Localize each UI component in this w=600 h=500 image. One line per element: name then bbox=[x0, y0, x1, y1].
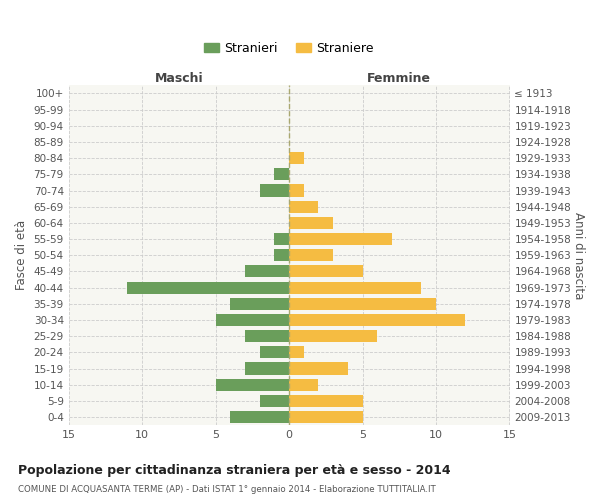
Text: COMUNE DI ACQUASANTA TERME (AP) - Dati ISTAT 1° gennaio 2014 - Elaborazione TUTT: COMUNE DI ACQUASANTA TERME (AP) - Dati I… bbox=[18, 485, 436, 494]
Bar bbox=[289, 362, 348, 374]
Bar bbox=[230, 411, 289, 423]
Text: Femmine: Femmine bbox=[367, 72, 431, 86]
Bar bbox=[245, 330, 289, 342]
Bar bbox=[289, 330, 377, 342]
Bar bbox=[289, 298, 436, 310]
Bar bbox=[289, 152, 304, 164]
Text: Maschi: Maschi bbox=[155, 72, 203, 86]
Bar bbox=[289, 217, 333, 229]
Bar bbox=[289, 200, 319, 213]
Bar bbox=[215, 378, 289, 391]
Bar bbox=[289, 266, 362, 278]
Legend: Stranieri, Straniere: Stranieri, Straniere bbox=[199, 37, 379, 60]
Bar bbox=[289, 282, 421, 294]
Bar bbox=[260, 184, 289, 196]
Y-axis label: Anni di nascita: Anni di nascita bbox=[572, 212, 585, 299]
Bar bbox=[289, 314, 466, 326]
Bar bbox=[289, 346, 304, 358]
Bar bbox=[289, 395, 362, 407]
Bar bbox=[245, 266, 289, 278]
Y-axis label: Fasce di età: Fasce di età bbox=[15, 220, 28, 290]
Bar bbox=[289, 378, 319, 391]
Bar bbox=[289, 233, 392, 245]
Bar bbox=[127, 282, 289, 294]
Bar bbox=[274, 233, 289, 245]
Bar bbox=[289, 249, 333, 262]
Bar bbox=[274, 168, 289, 180]
Bar bbox=[260, 395, 289, 407]
Bar bbox=[215, 314, 289, 326]
Bar bbox=[245, 362, 289, 374]
Bar bbox=[260, 346, 289, 358]
Bar bbox=[289, 411, 362, 423]
Bar bbox=[230, 298, 289, 310]
Bar bbox=[274, 249, 289, 262]
Bar bbox=[289, 184, 304, 196]
Text: Popolazione per cittadinanza straniera per età e sesso - 2014: Popolazione per cittadinanza straniera p… bbox=[18, 464, 451, 477]
